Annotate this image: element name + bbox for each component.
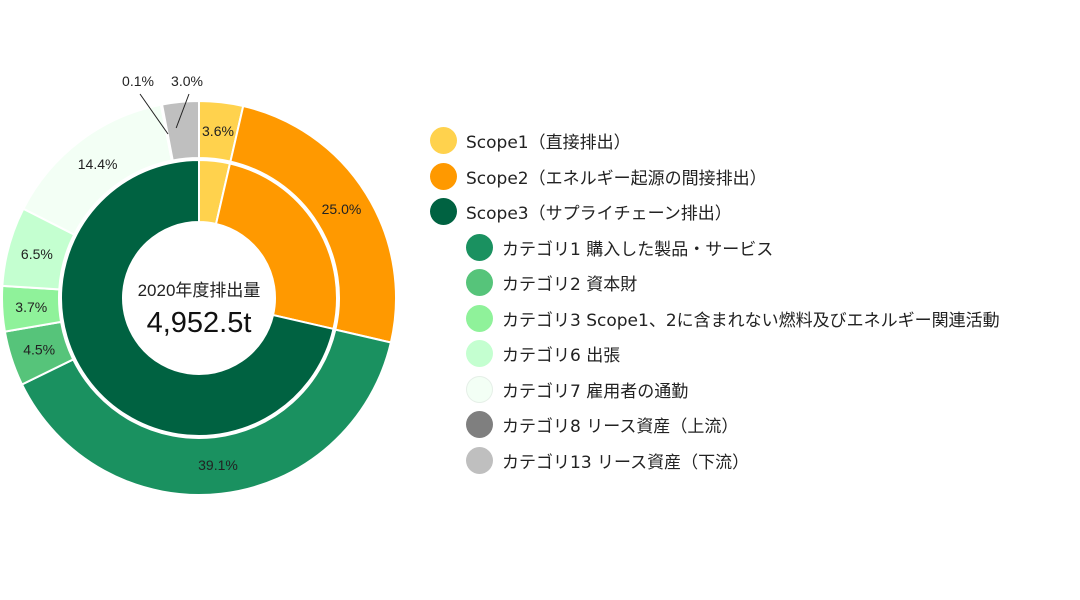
legend-label: カテゴリ2 資本財 xyxy=(502,275,638,296)
legend-label: カテゴリ7 雇用者の通勤 xyxy=(502,381,689,402)
legend-item: カテゴリ8 リース資産（上流） xyxy=(430,407,1000,443)
legend-item: カテゴリ6 出張 xyxy=(430,336,1000,372)
data-label: 14.4% xyxy=(78,156,118,172)
legend-swatch xyxy=(466,375,493,403)
legend-item: カテゴリ7 雇用者の通勤 xyxy=(430,372,1000,408)
outer-slice-8 xyxy=(160,99,200,162)
legend-item: カテゴリ2 資本財 xyxy=(430,265,1000,301)
data-label: 25.0% xyxy=(322,201,362,217)
legend-label: Scope3（サプライチェーン排出） xyxy=(466,204,732,225)
data-label: 39.1% xyxy=(198,457,238,473)
legend-item: カテゴリ3 Scope1、2に含まれない燃料及びエネルギー関連活動 xyxy=(430,301,1000,337)
inner-slice-1 xyxy=(214,162,338,331)
legend-swatch xyxy=(466,411,493,439)
legend-item: Scope1（直接排出） xyxy=(430,123,1000,159)
inner-ring xyxy=(60,158,338,437)
callout-line xyxy=(139,93,169,135)
data-label: 3.0% xyxy=(171,73,203,89)
legend-swatch xyxy=(430,198,457,226)
legend-swatch xyxy=(430,127,457,155)
data-labels: 3.6% 25.0% 39.1% 4.5% 3.7% 6.5% 14.4% 0.1% 3.0% xyxy=(15,73,361,473)
legend-label: Scope1（直接排出） xyxy=(466,133,631,154)
inner-slice-2 xyxy=(60,158,335,437)
legend-swatch xyxy=(430,162,457,190)
data-label: 0.1% xyxy=(122,73,154,89)
legend-label: カテゴリ13 リース資産（下流） xyxy=(502,452,750,473)
data-label: 4.5% xyxy=(23,342,55,358)
legend-item: Scope3（サプライチェーン排出） xyxy=(430,194,1000,230)
legend-item: Scope2（エネルギー起源の間接排出） xyxy=(430,159,1000,195)
legend-label: カテゴリ3 Scope1、2に含まれない燃料及びエネルギー関連活動 xyxy=(502,310,1000,331)
outer-slice-2 xyxy=(20,328,393,496)
donut-chart: 3.6%25.0%39.1%4.5%3.7%6.5%14.4%0.1% 3.0% … xyxy=(1,73,397,496)
legend-label: カテゴリ8 リース資産（上流） xyxy=(502,417,739,438)
legend-item: カテゴリ1 購入した製品・サービス xyxy=(430,230,1000,266)
data-label: 6.5% xyxy=(21,246,53,262)
callout-line xyxy=(175,93,190,129)
outer-ring xyxy=(1,99,397,496)
legend-label: カテゴリ1 購入した製品・サービス xyxy=(502,239,774,260)
data-label: 3.6% xyxy=(202,123,234,139)
legend: Scope1（直接排出） Scope2（エネルギー起源の間接排出） Scope3（サ… xyxy=(430,123,1000,478)
legend-swatch xyxy=(466,446,493,474)
legend-swatch xyxy=(466,269,493,297)
legend-swatch xyxy=(466,340,493,368)
center-label: 2020年度排出量 xyxy=(138,281,261,300)
legend-label: カテゴリ6 出張 xyxy=(502,346,621,367)
legend-swatch xyxy=(466,304,493,332)
center-value: 4,952.5t xyxy=(147,307,252,339)
data-label: 3.7% xyxy=(15,299,47,315)
legend-label: Scope2（エネルギー起源の間接排出） xyxy=(466,168,767,189)
legend-swatch xyxy=(466,233,493,261)
legend-item: カテゴリ13 リース資産（下流） xyxy=(430,443,1000,479)
